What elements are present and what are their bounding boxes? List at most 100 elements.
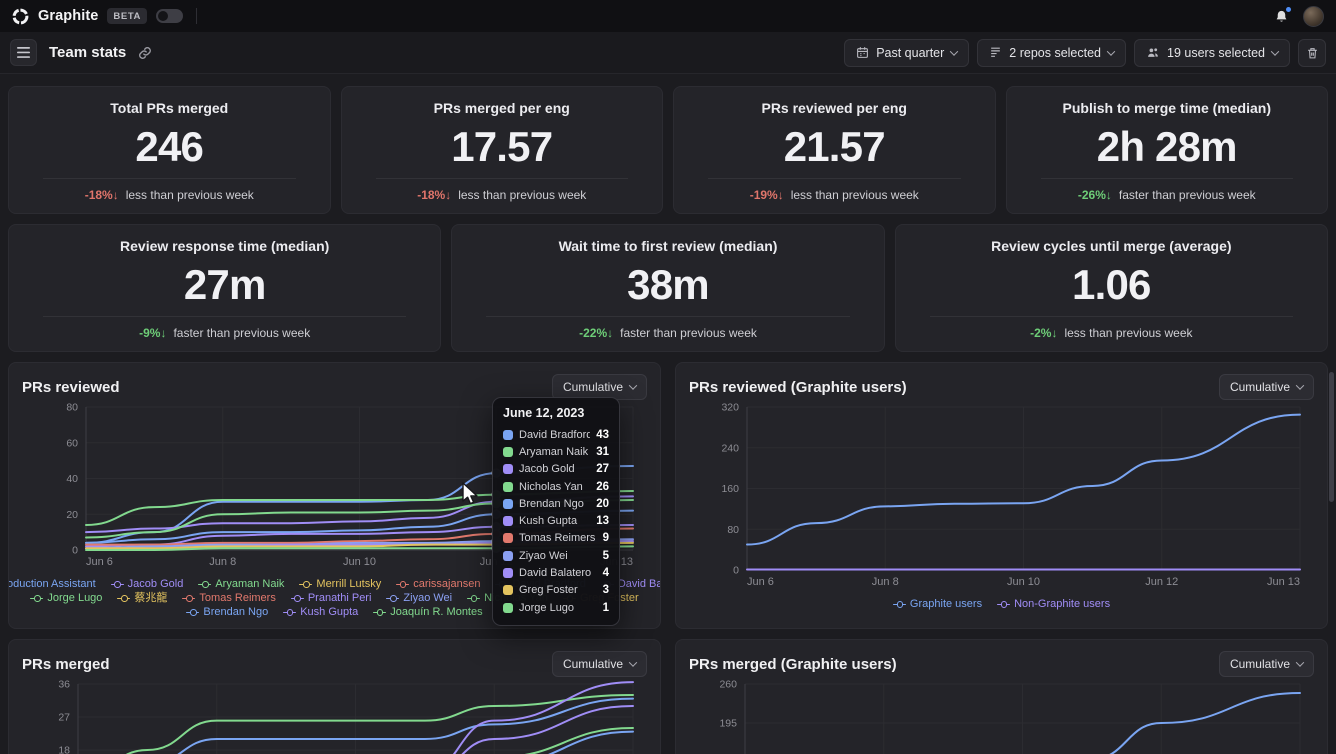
series-marker-icon xyxy=(299,580,313,589)
series-marker-icon xyxy=(386,594,400,603)
chevron-down-icon xyxy=(628,658,638,667)
tooltip-series-value: 31 xyxy=(596,445,609,458)
copy-link-icon[interactable] xyxy=(138,46,152,60)
series-marker-icon xyxy=(117,594,131,603)
stat-card: Publish to merge time (median) 2h 28m -26%… xyxy=(1005,86,1328,214)
svg-text:195: 195 xyxy=(719,718,737,730)
series-marker-icon xyxy=(290,594,304,603)
brand-name: Graphite xyxy=(38,8,99,24)
stat-title: Review response time (median) xyxy=(120,238,330,254)
user-avatar[interactable] xyxy=(1303,5,1324,27)
legend-item[interactable]: Aryaman Naik xyxy=(198,578,284,591)
tooltip-row: Jorge Lugo 1 xyxy=(503,599,609,616)
delete-dashboard-button[interactable] xyxy=(1298,38,1326,67)
chart-card: PRs reviewed (Graphite users) Cumulative 0… xyxy=(675,362,1328,629)
page-scrollbar[interactable] xyxy=(1329,372,1334,502)
legend-item[interactable]: Merrill Lutsky xyxy=(299,578,381,591)
legend-item[interactable]: 蔡兆龍 xyxy=(117,592,167,605)
tooltip-row: David Bradford 43 xyxy=(503,426,609,443)
page-title: Team stats xyxy=(49,44,127,61)
chevron-down-icon xyxy=(1295,381,1305,390)
legend-item[interactable]: Pranathi Peri xyxy=(290,592,372,605)
series-marker-icon xyxy=(30,594,44,603)
cumulative-dropdown[interactable]: Cumulative xyxy=(551,374,647,400)
mouse-cursor xyxy=(461,482,482,512)
tooltip-row: Nicholas Yan 26 xyxy=(503,478,609,495)
svg-text:260: 260 xyxy=(719,680,737,691)
filter-users-button[interactable]: 19 users selected xyxy=(1134,38,1290,67)
beta-toggle[interactable] xyxy=(155,9,183,23)
svg-text:Jun 12: Jun 12 xyxy=(1145,576,1178,588)
tooltip-series-name: Tomas Reimers xyxy=(519,532,596,545)
svg-text:60: 60 xyxy=(66,437,78,449)
line-chart-plot[interactable]: 065130195260 xyxy=(689,679,1314,754)
tooltip-series-value: 43 xyxy=(596,428,609,441)
legend-item[interactable]: Tomas Reimers xyxy=(182,592,276,605)
legend-item[interactable]: Graphite users xyxy=(892,598,982,611)
stat-trend: -2%↓ less than previous week xyxy=(1030,326,1192,340)
tooltip-series-value: 1 xyxy=(602,601,609,614)
tooltip-row: Kush Gupta 13 xyxy=(503,512,609,529)
svg-text:Jun 8: Jun 8 xyxy=(209,556,236,568)
tooltip-series-name: Aryaman Naik xyxy=(519,445,589,458)
tooltip-series-value: 27 xyxy=(596,463,609,476)
chart-legend: Graphite users Non-Graphite users xyxy=(689,598,1314,611)
legend-item[interactable]: Brendan Ngo xyxy=(186,606,268,619)
chevron-down-icon xyxy=(628,381,638,390)
trend-note: less than previous week xyxy=(125,188,254,202)
svg-text:20: 20 xyxy=(66,509,78,521)
series-color-swatch xyxy=(503,568,513,579)
legend-label: 蔡兆龍 xyxy=(134,592,168,604)
tooltip-series-name: David Balatero xyxy=(519,567,592,580)
sidebar-menu-button[interactable] xyxy=(10,39,37,66)
stat-trend: -18%↓ less than previous week xyxy=(417,188,586,202)
legend-item[interactable]: Kush Gupta xyxy=(283,606,358,619)
svg-text:36: 36 xyxy=(58,680,70,691)
legend-item[interactable]: carissajansen xyxy=(396,578,480,591)
legend-item[interactable]: Jorge Lugo xyxy=(30,592,102,605)
filter-repos-button[interactable]: 2 repos selected xyxy=(977,38,1127,67)
line-chart-plot[interactable]: 0 80 160 240 320 Jun 6 Jun 8 Jun 10 Jun 12 Jun 13 xyxy=(689,402,1314,593)
tooltip-series-value: 9 xyxy=(602,532,609,545)
filter-calendar-button[interactable]: Past quarter xyxy=(844,38,970,67)
chevron-down-icon xyxy=(1295,658,1305,667)
tooltip-row: Ziyao Wei 5 xyxy=(503,547,609,564)
line-chart-plot[interactable]: 09182736 xyxy=(22,679,647,754)
notifications-button[interactable] xyxy=(1274,6,1291,24)
tooltip-series-value: 13 xyxy=(596,515,609,528)
tooltip-date: June 12, 2023 xyxy=(503,406,585,420)
cumulative-dropdown[interactable]: Cumulative xyxy=(1218,374,1314,400)
legend-item[interactable]: Ziyao Wei xyxy=(386,592,452,605)
tooltip-series-value: 3 xyxy=(602,584,609,597)
legend-label: Pranathi Peri xyxy=(307,592,372,604)
tooltip-series-name: Jacob Gold xyxy=(519,463,575,476)
chart-hover-tooltip: June 12, 2023 David Bradford 43 Aryaman Na… xyxy=(492,397,620,627)
legend-item[interactable]: Non-Graphite users xyxy=(997,598,1110,611)
tooltip-series-value: 4 xyxy=(602,567,609,580)
cumulative-dropdown[interactable]: Cumulative xyxy=(551,651,647,677)
tooltip-series-value: 26 xyxy=(596,480,609,493)
legend-item[interactable]: Jacob Gold xyxy=(110,578,183,591)
cumulative-dropdown[interactable]: Cumulative xyxy=(1218,651,1314,677)
series-marker-icon xyxy=(373,608,387,617)
stat-value: 246 xyxy=(135,123,204,170)
svg-text:Jun 6: Jun 6 xyxy=(747,576,774,588)
svg-text:Jun 10: Jun 10 xyxy=(1007,576,1040,588)
tooltip-row: Tomas Reimers 9 xyxy=(503,530,609,547)
svg-text:80: 80 xyxy=(66,403,78,414)
legend-item[interactable]: Production Assistant xyxy=(9,578,96,591)
trend-note: faster than previous week xyxy=(1118,188,1256,202)
tooltip-row: Aryaman Naik 31 xyxy=(503,443,609,460)
toggle-knob xyxy=(157,11,168,21)
stat-value: 21.57 xyxy=(783,123,886,170)
trend-note: faster than previous week xyxy=(173,326,311,340)
svg-text:27: 27 xyxy=(58,712,70,724)
chevron-down-icon xyxy=(950,46,959,56)
series-color-swatch xyxy=(503,446,513,457)
cumulative-label: Cumulative xyxy=(1229,380,1290,394)
legend-item[interactable]: Joaquín R. Montes xyxy=(373,606,483,619)
svg-text:Jun 6: Jun 6 xyxy=(86,556,113,568)
stat-title: PRs merged per eng xyxy=(433,100,570,116)
tooltip-series-name: Nicholas Yan xyxy=(519,480,583,493)
